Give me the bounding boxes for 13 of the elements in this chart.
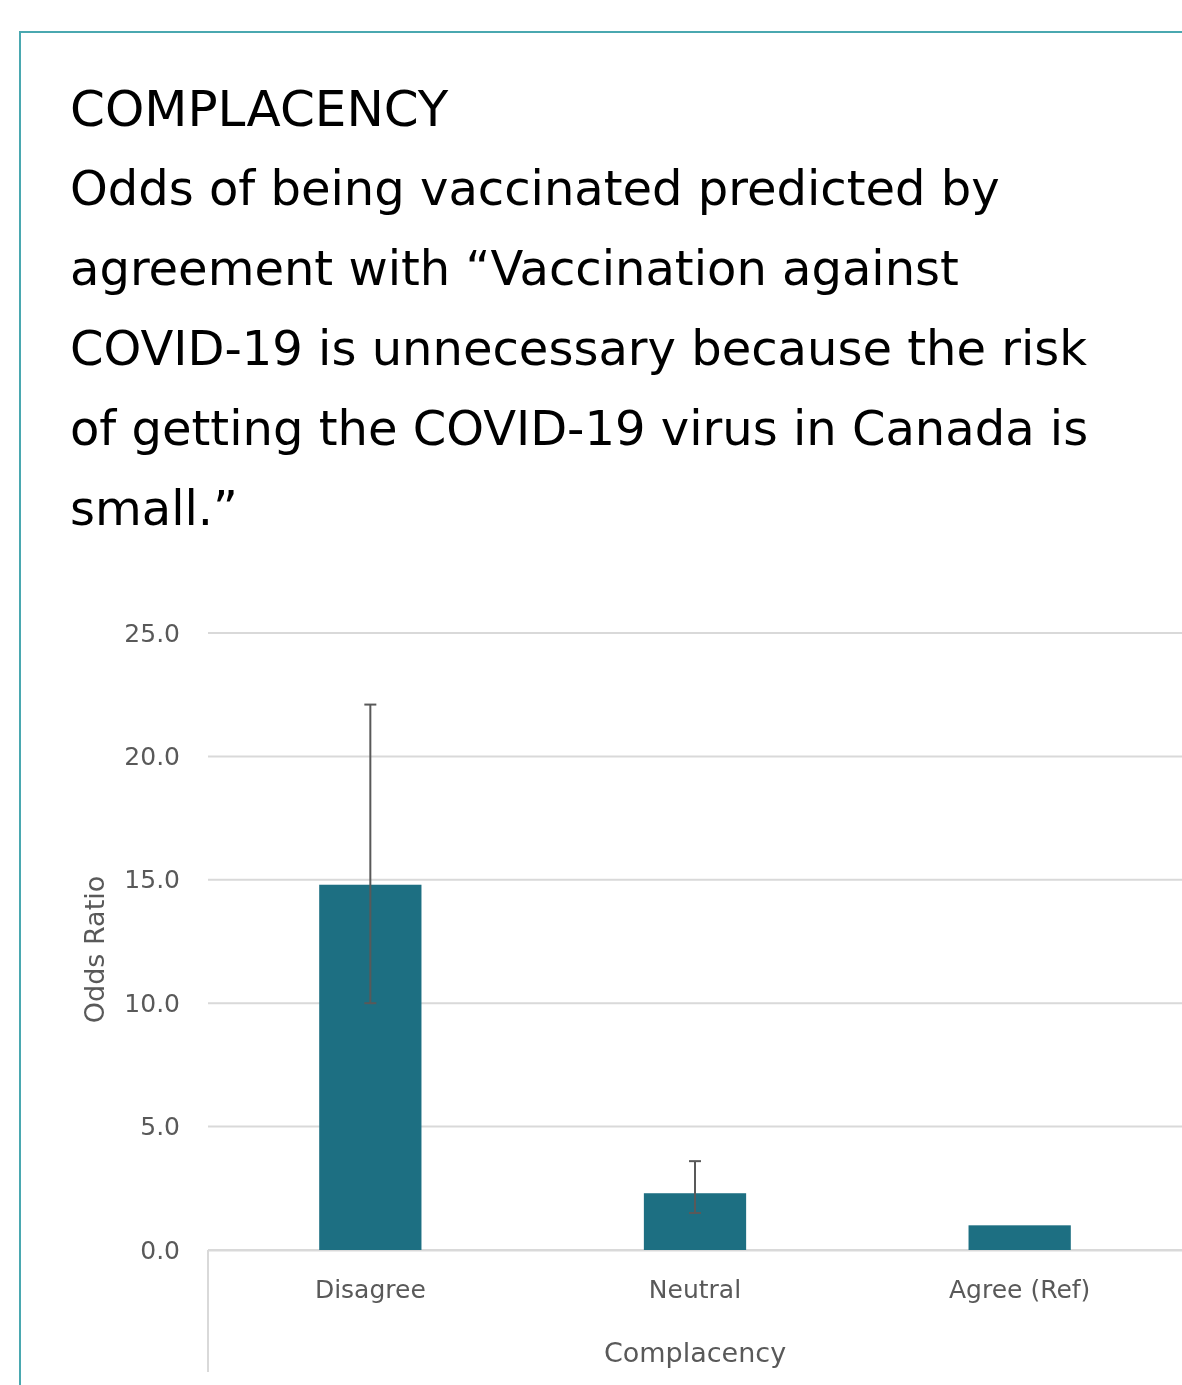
y-axis-title: Odds Ratio (79, 875, 110, 1024)
chart-subtitle: Odds of being vaccinated predicted by agreement with “Vaccination against COVID-19 is unnecessary because the risk of getting the COVID-19 virus in Canada is small.” (70, 160, 1089, 536)
y-tick-label: 25.0 (124, 618, 180, 648)
x-tick-label: Disagree (314, 1274, 426, 1304)
y-tick-label: 20.0 (124, 741, 180, 771)
y-tick-label: 15.0 (124, 865, 180, 895)
y-tick-label: 0.0 (140, 1235, 180, 1265)
x-tick-label: Agree (Ref) (948, 1274, 1091, 1304)
chart-title: COMPLACENCY (70, 80, 449, 138)
y-tick-label: 10.0 (124, 988, 180, 1018)
x-tick-label: Neutral (648, 1274, 742, 1304)
y-tick-label: 5.0 (140, 1112, 180, 1142)
x-axis-title: Complacency (603, 1337, 787, 1368)
